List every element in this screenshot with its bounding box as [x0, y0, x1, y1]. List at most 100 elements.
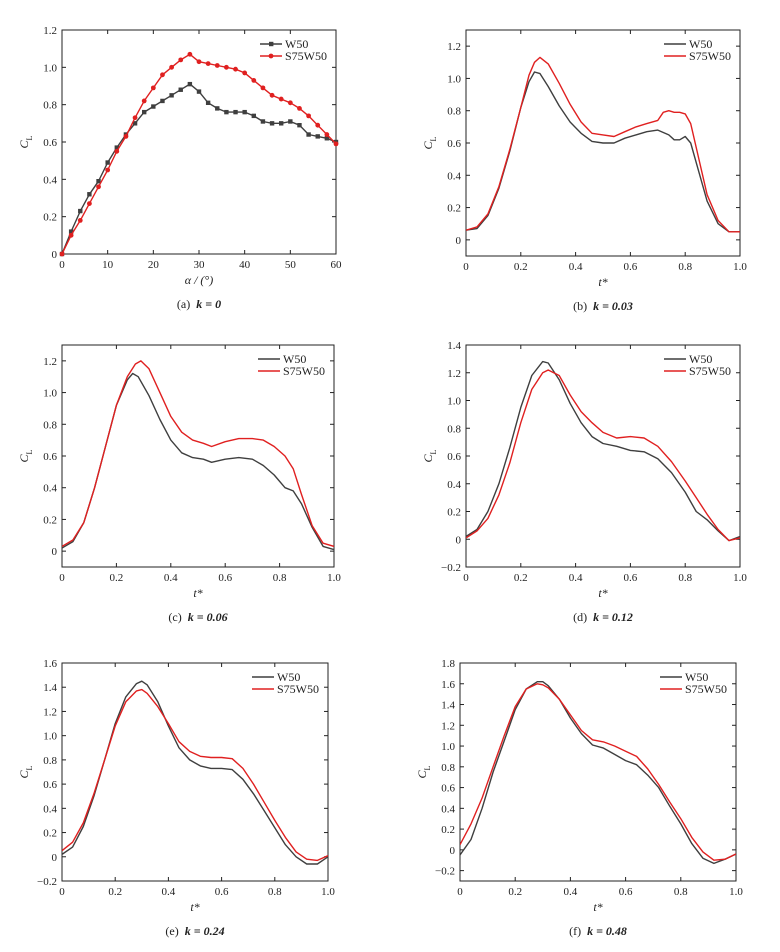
series-line-w50 — [460, 681, 736, 865]
chart-caption: (f) k = 0.48 — [569, 924, 627, 938]
data-point-s75w50 — [287, 100, 293, 106]
x-tick-label: 1.0 — [729, 886, 743, 898]
x-tick-label: 0.2 — [514, 572, 528, 584]
data-point-s75w50 — [297, 106, 302, 111]
legend-label-s75w50: S75W50 — [685, 682, 727, 696]
y-axis-label-sub: L — [429, 449, 438, 454]
chart-a: 0 10 20 30 40 50 60 0 0.2 0.4 0.6 0.8 1.0 1.2 α / (°) C… — [17, 25, 342, 311]
x-tick-label: 60 — [331, 259, 343, 271]
data-point-s75w50 — [233, 66, 238, 72]
x-tick-label: 0.4 — [569, 572, 583, 584]
y-tick-label: 1.0 — [43, 731, 57, 743]
series-line-s75w50 — [62, 53, 336, 254]
y-tick-label: 0 — [450, 845, 456, 857]
x-tick-label: 1.0 — [321, 886, 335, 898]
series-line-w50 — [466, 360, 740, 542]
x-tick-label: 1.0 — [733, 261, 747, 273]
data-point-w50 — [196, 89, 202, 94]
y-tick-label: 0.2 — [43, 828, 57, 840]
y-tick-label: −0.2 — [37, 876, 57, 888]
y-tick-label: 1.8 — [441, 658, 455, 670]
y-tick-label: 1.0 — [43, 62, 57, 74]
x-axis-label: t* — [193, 586, 202, 600]
y-tick-label: 0.8 — [43, 755, 57, 767]
x-axis-label: t* — [190, 900, 199, 914]
data-point-s75w50 — [123, 134, 129, 139]
data-point-s75w50 — [160, 72, 165, 78]
data-point-w50 — [96, 179, 101, 184]
data-point-s75w50 — [269, 92, 275, 98]
legend-label-w50: W50 — [277, 670, 300, 684]
y-tick-label: 0.8 — [43, 419, 57, 431]
y-tick-label: 0.8 — [441, 762, 455, 774]
data-point-w50 — [297, 123, 302, 128]
y-tick-label: 1.4 — [441, 700, 455, 712]
x-tick-label: 0.8 — [678, 261, 692, 273]
legend-label-s75w50: S75W50 — [283, 364, 325, 378]
y-axis-label-main: C — [421, 453, 435, 462]
y-tick-label: 0.2 — [441, 824, 455, 836]
y-tick-label: 0 — [52, 249, 58, 261]
y-tick-label: 1.0 — [441, 741, 455, 753]
data-point-w50 — [324, 136, 330, 141]
x-tick-label: 0.6 — [619, 886, 633, 898]
data-point-w50 — [224, 109, 229, 115]
data-point-w50 — [178, 87, 183, 92]
y-tick-label: 0.4 — [43, 483, 57, 495]
legend-marker — [268, 53, 274, 59]
series-line-w50 — [466, 71, 740, 233]
chart-caption: (b) k = 0.03 — [573, 299, 633, 313]
y-axis-label: CL — [17, 449, 34, 462]
y-tick-label: 0 — [456, 235, 462, 247]
x-tick-label: 0.8 — [674, 886, 688, 898]
data-point-w50 — [279, 121, 284, 126]
chart-caption: (c) k = 0.06 — [168, 610, 227, 624]
x-tick-label: 0.6 — [218, 572, 232, 584]
y-tick-label: −0.2 — [435, 866, 455, 878]
data-point-s75w50 — [278, 96, 284, 102]
x-tick-label: 0 — [59, 259, 65, 271]
x-tick-label: 0.6 — [624, 572, 638, 584]
series-line-w50 — [62, 83, 336, 254]
caption-k: k = 0.24 — [185, 924, 225, 938]
x-tick-label: 1.0 — [327, 572, 341, 584]
data-point-w50 — [68, 229, 74, 234]
y-tick-label: 0 — [456, 534, 462, 546]
caption-k: k = 0 — [196, 297, 221, 311]
x-tick-label: 0.4 — [569, 261, 583, 273]
data-point-s75w50 — [150, 85, 156, 91]
y-axis-label-main: C — [415, 769, 429, 778]
data-point-s75w50 — [324, 132, 330, 137]
legend-label-w50: W50 — [285, 37, 308, 51]
y-tick-label: 1.0 — [43, 388, 57, 400]
y-axis-label-sub: L — [25, 765, 34, 770]
x-tick-label: 0.4 — [162, 886, 176, 898]
y-tick-label: 0.6 — [43, 779, 57, 791]
chart-f: 0 0.2 0.4 0.6 0.8 1.0−0.200.20.40.60.81.01.21… — [415, 658, 743, 938]
data-point-w50 — [242, 109, 247, 115]
x-tick-label: 0.6 — [215, 886, 229, 898]
y-axis-label-sub: L — [25, 135, 34, 140]
y-axis-label: CL — [17, 765, 34, 778]
plot-frame — [459, 662, 737, 882]
x-tick-label: 0.2 — [108, 886, 122, 898]
y-tick-label: 1.0 — [447, 73, 461, 85]
x-tick-label: 0.4 — [564, 886, 578, 898]
x-tick-label: 20 — [148, 259, 160, 271]
y-axis-label-sub: L — [429, 136, 438, 141]
y-tick-label: 0.6 — [447, 138, 461, 150]
y-tick-label: 0.6 — [441, 783, 455, 795]
chart-caption: (d) k = 0.12 — [573, 610, 633, 624]
x-tick-label: 0.6 — [624, 261, 638, 273]
y-axis-label-sub: L — [423, 765, 432, 770]
x-axis-label: t* — [598, 586, 607, 600]
y-tick-label: 0.6 — [43, 137, 57, 149]
chart-e: 0 0.2 0.4 0.6 0.8 1.0−0.200.20.40.60.81.01.21… — [17, 658, 335, 938]
legend-label-w50: W50 — [283, 352, 306, 366]
y-tick-label: 1.6 — [441, 679, 455, 691]
data-point-w50 — [187, 81, 193, 87]
data-point-w50 — [215, 106, 220, 111]
y-axis-label-sub: L — [25, 449, 34, 454]
x-axis-label: t* — [598, 275, 607, 289]
data-point-w50 — [233, 109, 238, 115]
